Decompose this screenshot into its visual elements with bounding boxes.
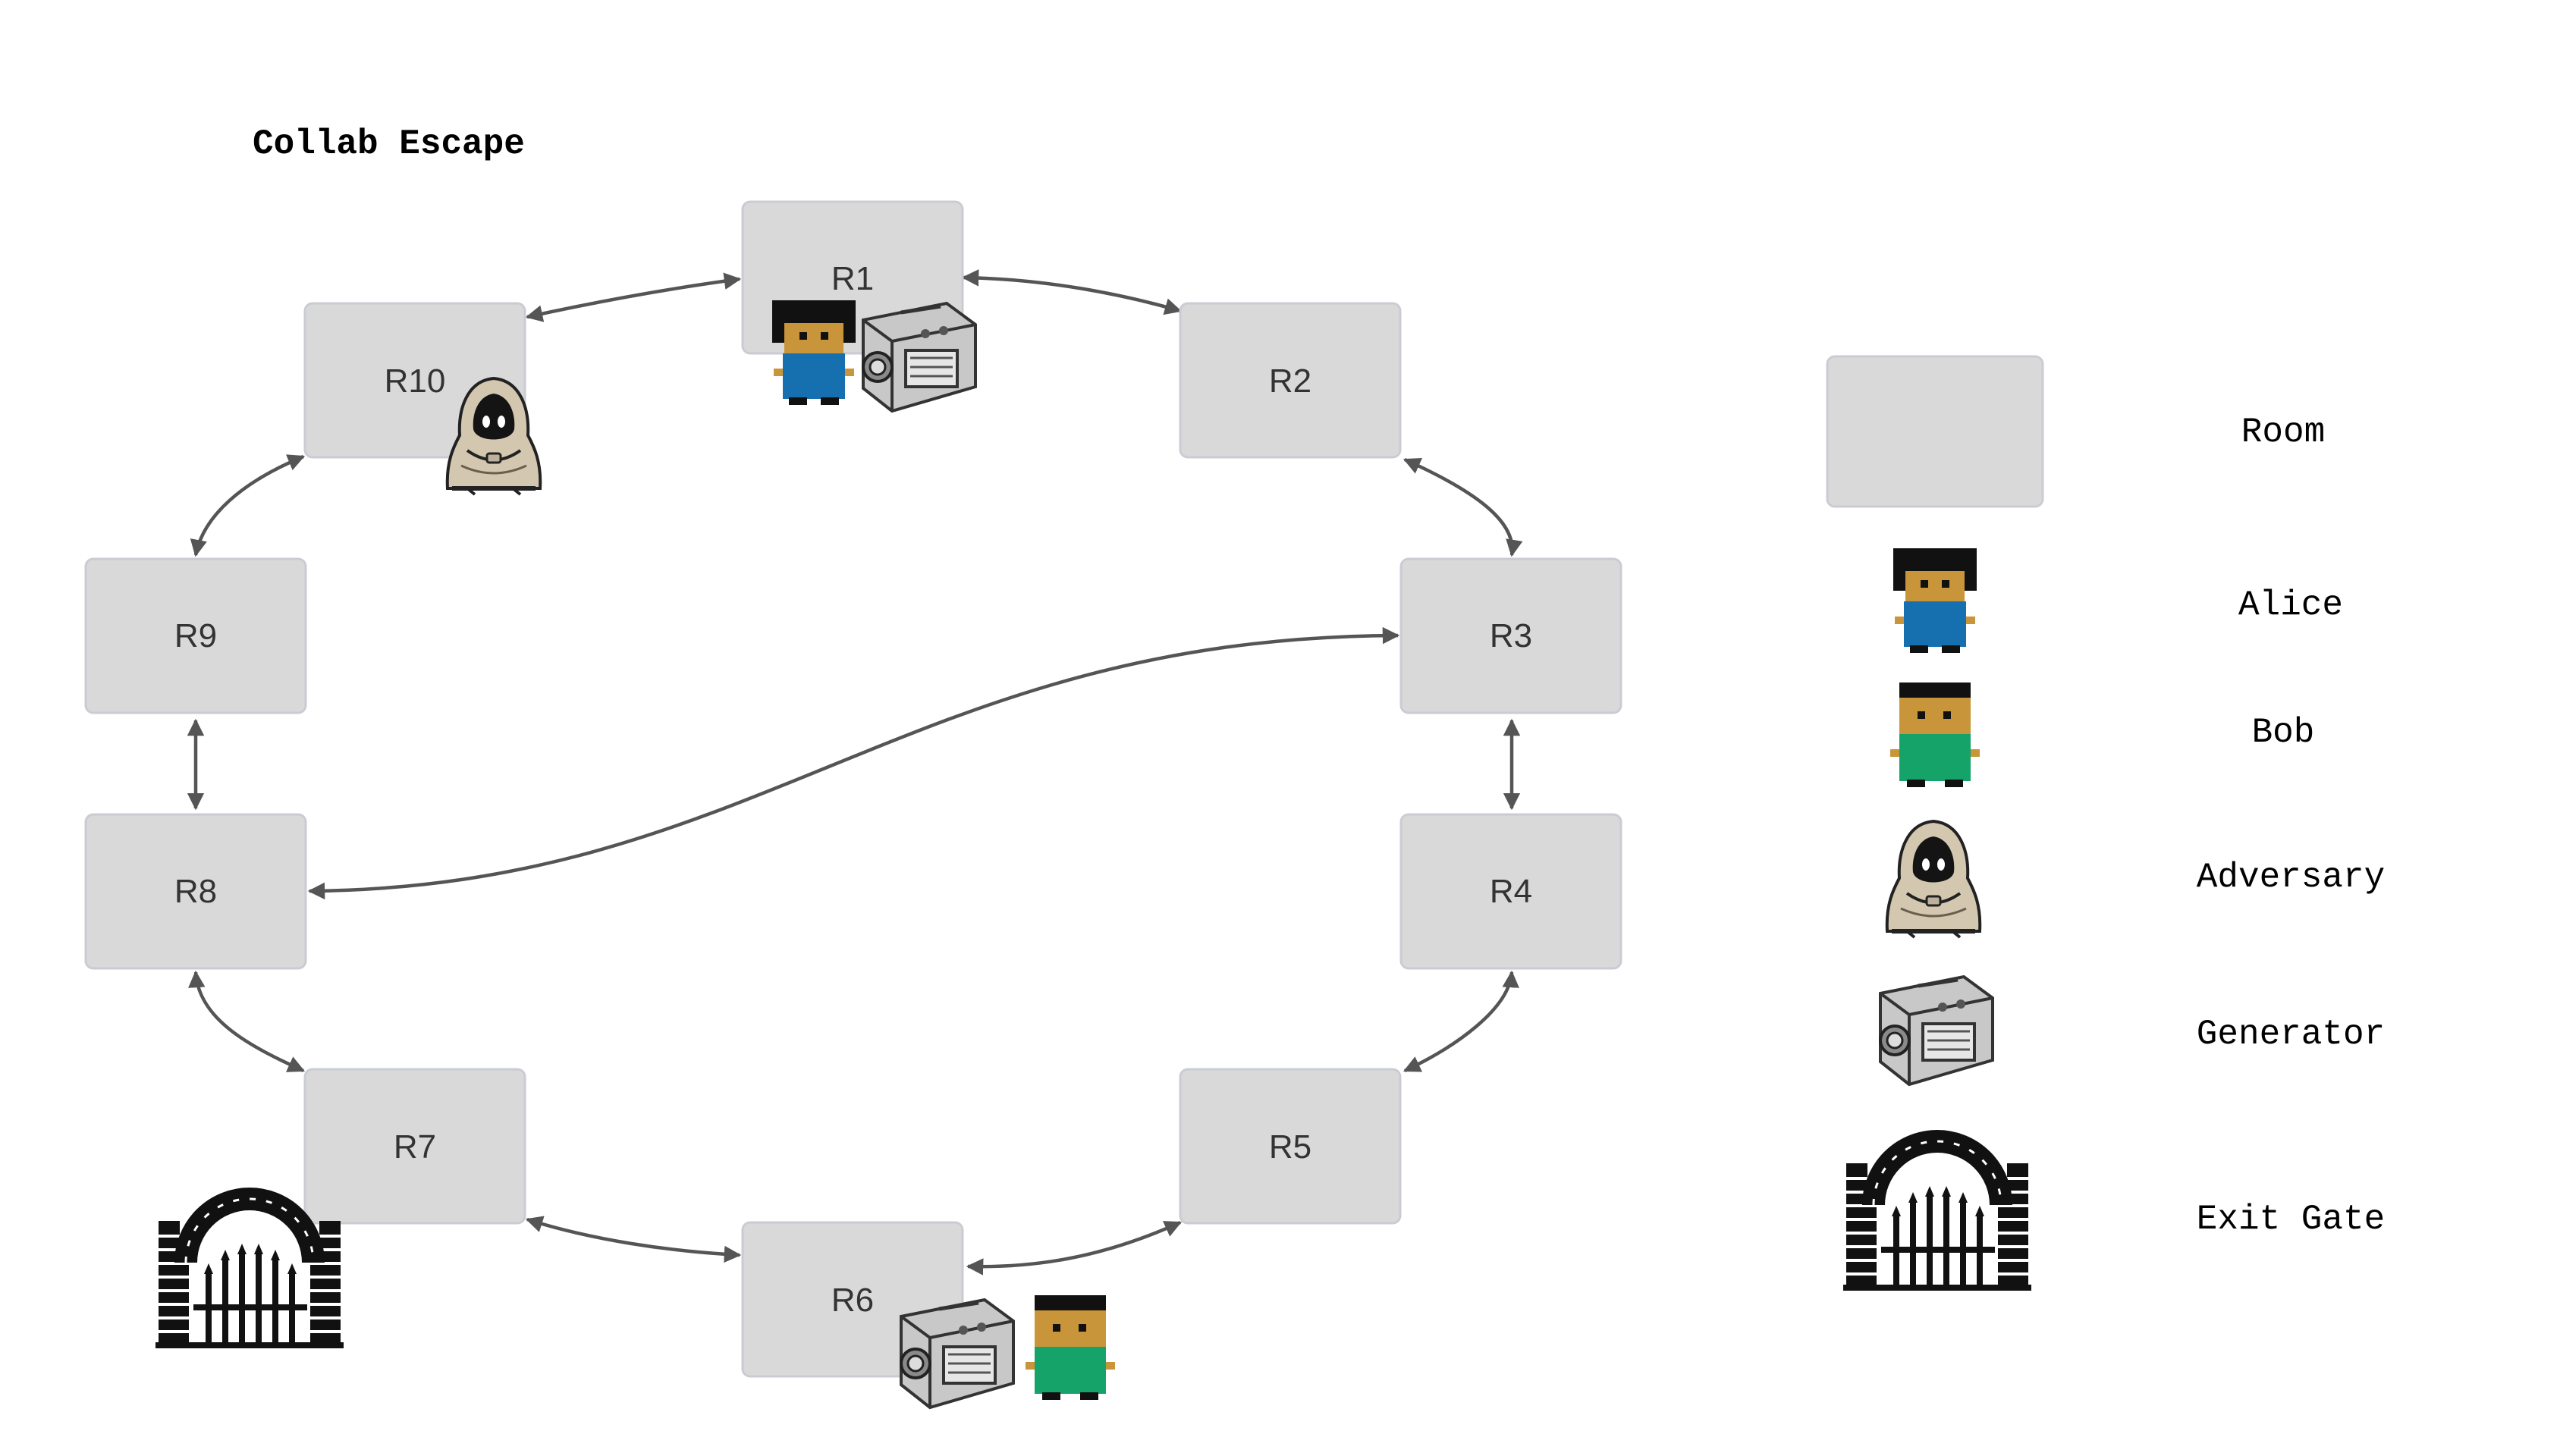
- rooms: R1 R2 R3 R4 R5 R6 R7 R8: [84, 200, 1622, 1378]
- room-label-r10: R10: [385, 362, 446, 400]
- edge-r5-r6: [966, 1220, 1183, 1276]
- generator-icon: [1880, 977, 1993, 1084]
- edge-r9-r10: [190, 454, 306, 557]
- room-label-r9: R9: [174, 617, 217, 654]
- legend-label-exit-gate: Exit Gate: [2197, 1200, 2385, 1239]
- alice-icon: [772, 300, 856, 405]
- edge-r6-r7: [525, 1216, 742, 1263]
- room-r4[interactable]: R4: [1399, 813, 1622, 970]
- room-swatch-icon: [1826, 355, 2044, 508]
- room-label-r2: R2: [1269, 362, 1311, 400]
- game-title: Collab Escape: [253, 124, 525, 164]
- adversary-icon: [1887, 821, 1980, 937]
- room-label-r8: R8: [174, 873, 217, 910]
- room-label-r1: R1: [831, 260, 874, 297]
- generator-icon: [863, 303, 975, 411]
- edge-r3-r8: [307, 626, 1400, 900]
- legend-label-bob: Bob: [2252, 713, 2315, 752]
- connection-edges: [187, 269, 1523, 1276]
- room-r5[interactable]: R5: [1179, 1068, 1402, 1225]
- alice-icon: [1893, 548, 1977, 653]
- room-r9[interactable]: R9: [84, 557, 307, 714]
- room-label-r6: R6: [831, 1282, 874, 1319]
- exit-gate-icon: [1843, 1141, 2031, 1291]
- room-label-r5: R5: [1269, 1128, 1311, 1166]
- room-r2[interactable]: R2: [1179, 302, 1402, 459]
- generator-icon: [901, 1300, 1013, 1407]
- room-label-r4: R4: [1490, 873, 1532, 910]
- legend: Room Alice Bob Adversary Generator Exit …: [1826, 355, 2385, 1291]
- room-r7[interactable]: R7: [303, 1068, 526, 1225]
- bob-icon: [1890, 682, 1980, 787]
- edge-r1-r10: [525, 272, 742, 322]
- legend-label-room: Room: [2241, 413, 2325, 452]
- edge-r2-r3: [1403, 457, 1523, 557]
- bob-icon: [1026, 1295, 1115, 1400]
- room-label-r7: R7: [394, 1128, 436, 1166]
- legend-label-alice: Alice: [2238, 585, 2343, 625]
- edge-r4-r5: [1403, 970, 1519, 1073]
- edge-r7-r8: [188, 970, 306, 1073]
- room-label-r3: R3: [1490, 617, 1532, 654]
- room-r3[interactable]: R3: [1399, 557, 1622, 714]
- legend-label-generator: Generator: [2197, 1015, 2385, 1054]
- room-r8[interactable]: R8: [84, 813, 307, 970]
- legend-label-adversary: Adversary: [2197, 858, 2385, 897]
- edge-r1-r2: [961, 269, 1183, 315]
